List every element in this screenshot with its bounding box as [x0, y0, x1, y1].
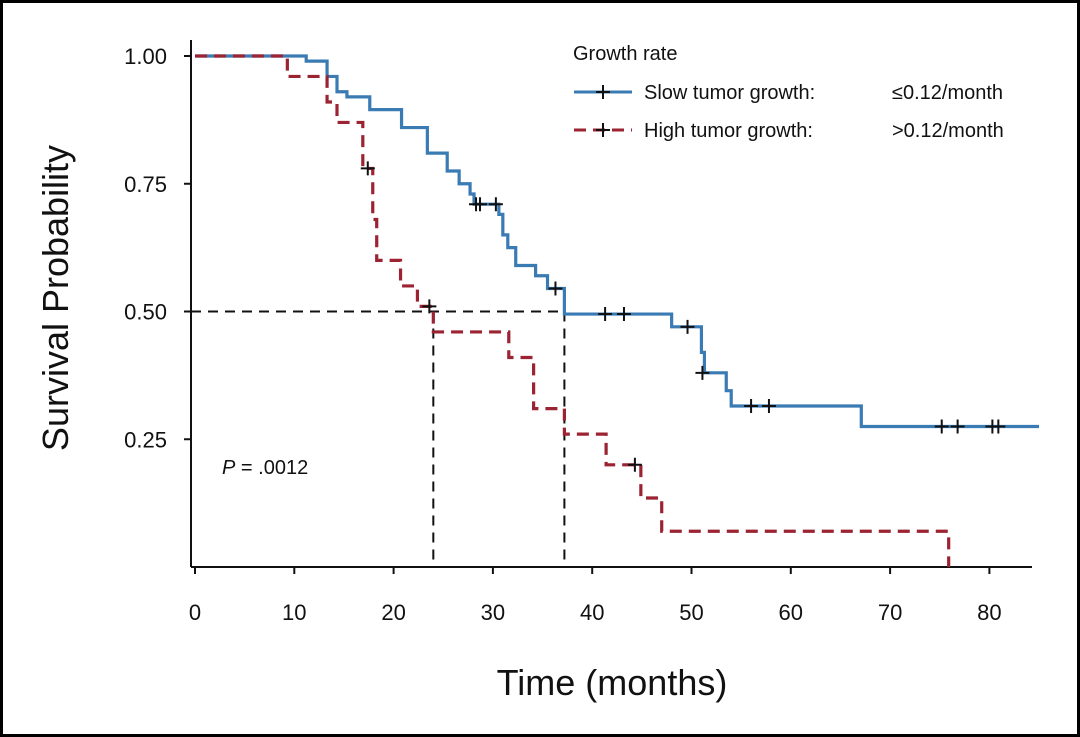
- slow-censor-mark: [761, 399, 776, 414]
- legend-title: Growth rate: [573, 43, 677, 65]
- censor-marks: [360, 161, 1006, 472]
- slow-censor-mark: [680, 319, 695, 334]
- legend-label-slow: Slow tumor growth: ≤0.12/month: [644, 82, 1003, 104]
- p-value: = .0012: [235, 457, 308, 479]
- slow-censor-mark: [598, 307, 613, 322]
- slow-censor-mark: [472, 197, 487, 212]
- x-tick-label: 0: [189, 600, 201, 625]
- x-tick-label: 10: [282, 600, 306, 625]
- slow-censor-mark: [488, 197, 503, 212]
- legend-label-high: High tumor growth: >0.12/month: [644, 120, 1004, 142]
- x-tick-label: 20: [381, 600, 405, 625]
- p-value-annotation: P = .0012: [222, 457, 308, 479]
- x-ticks: 0 10 20 30 40 50 60 70 80: [189, 567, 1002, 625]
- legend-name-high: High tumor growth:: [644, 120, 813, 142]
- legend-value-slow: ≤0.12/month: [892, 82, 1003, 104]
- legend-name-slow: Slow tumor growth:: [644, 82, 815, 104]
- y-tick-label: 1.00: [124, 44, 167, 69]
- slow-growth-curve: [195, 54, 1040, 429]
- legend-censor-slow: [596, 85, 610, 99]
- y-axis-label: Survival Probability: [35, 145, 76, 451]
- slow-censor-mark: [616, 307, 631, 322]
- legend: Growth rate Slow tumor growth: ≤0.12/mont…: [573, 43, 1004, 142]
- median-survival-lines: [191, 310, 566, 567]
- high-growth-curve: [195, 54, 951, 567]
- slow-censor-mark: [695, 365, 710, 380]
- x-tick-label: 60: [779, 600, 803, 625]
- x-tick-label: 80: [977, 600, 1001, 625]
- y-tick-label: 0.50: [124, 300, 167, 325]
- slow-censor-mark: [950, 419, 965, 434]
- y-tick-label: 0.25: [124, 427, 167, 452]
- high-censor-mark: [360, 161, 375, 176]
- x-axis-label: Time (months): [497, 662, 728, 703]
- y-tick-label: 0.75: [124, 172, 167, 197]
- slow-censor-mark: [548, 281, 563, 296]
- high-censor-mark: [422, 299, 437, 314]
- x-tick-label: 40: [580, 600, 604, 625]
- legend-censor-high: [596, 123, 610, 137]
- high-censor-mark: [627, 457, 642, 472]
- legend-value-high: >0.12/month: [892, 120, 1004, 142]
- slow-censor-mark: [991, 419, 1006, 434]
- p-label: P: [222, 457, 236, 479]
- x-tick-label: 50: [679, 600, 703, 625]
- x-tick-label: 70: [878, 600, 902, 625]
- x-tick-label: 30: [481, 600, 505, 625]
- slow-censor-mark: [934, 419, 949, 434]
- slow-censor-mark: [744, 399, 759, 414]
- y-ticks: 1.00 0.75 0.50 0.25: [124, 44, 191, 452]
